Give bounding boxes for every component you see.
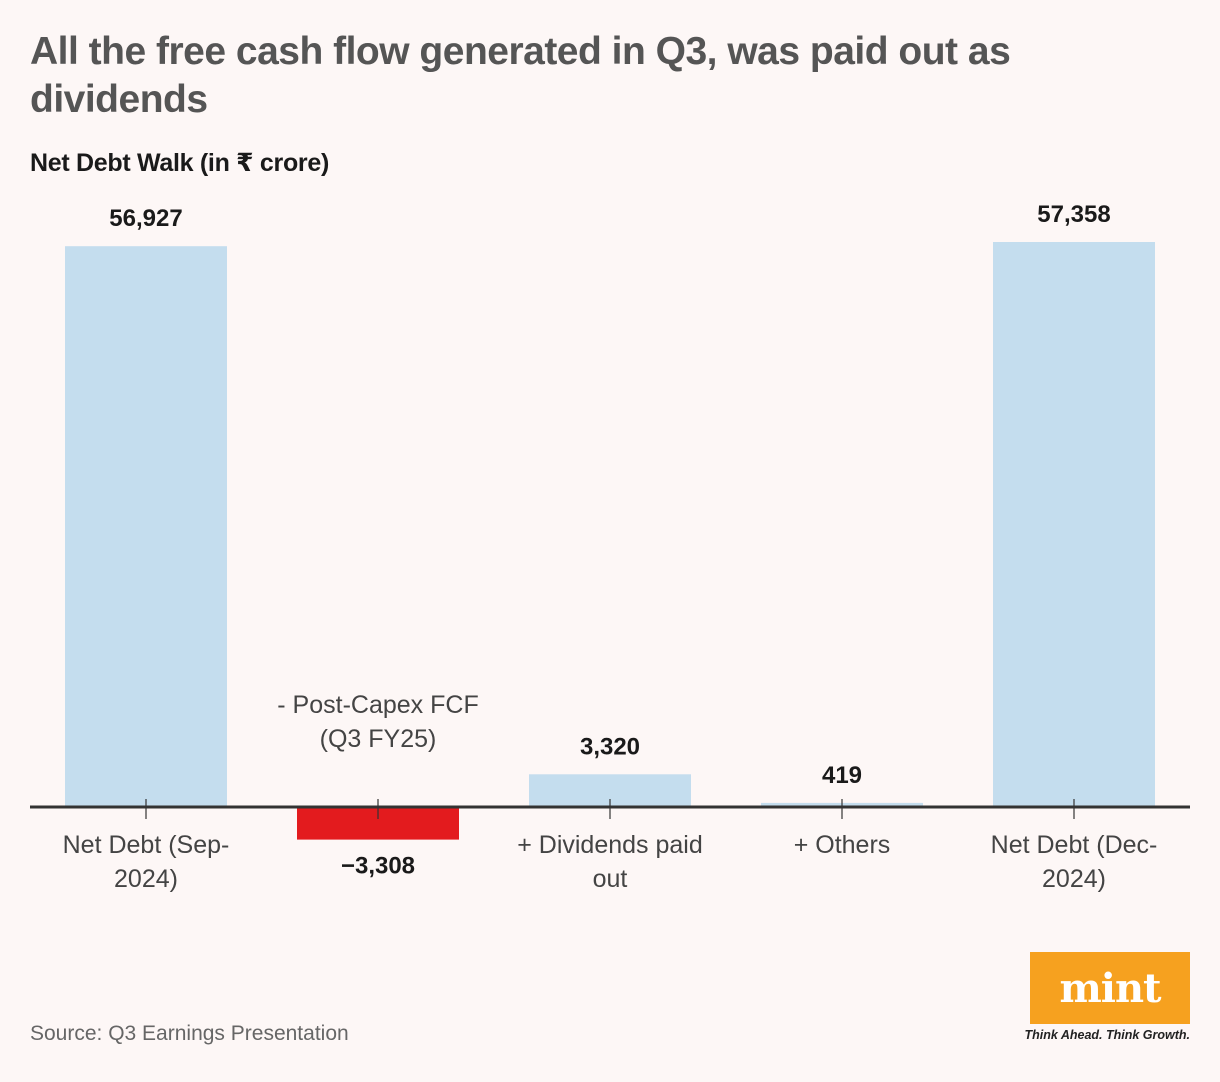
category-label-others: + Others — [794, 831, 891, 859]
category-label-line: - Post-Capex FCF — [277, 691, 478, 719]
chart-title: All the free cash flow generated in Q3, … — [30, 30, 1011, 121]
category-label-post-capex-fcf-q3-fy25: - Post-Capex FCF (Q3 FY25) — [277, 691, 478, 753]
category-label-net-debt-dec-2024: Net Debt (Dec- 2024) — [991, 831, 1158, 893]
x-axis-ticks-group — [145, 799, 1075, 819]
bar-net-debt-dec-2024 — [993, 242, 1155, 807]
value-label-dividends-paid-out: 3,320 — [580, 733, 640, 760]
category-label-line: (Q3 FY25) — [320, 725, 437, 753]
category-label-line: 2024) — [1042, 865, 1106, 893]
mint-logo: mint — [1030, 952, 1190, 1024]
category-label-net-debt-sep-2024: Net Debt (Sep- 2024) — [63, 831, 230, 893]
category-label-line: + Others — [794, 831, 891, 859]
value-label-post-capex-fcf-q3-fy25: −3,308 — [341, 853, 415, 880]
bars-group — [65, 242, 1155, 840]
category-label-line: 2024) — [114, 865, 178, 893]
mint-logo-text: mint — [1059, 964, 1161, 1012]
value-label-net-debt-sep-2024: 56,927 — [109, 205, 182, 232]
source-note: Source: Q3 Earnings Presentation — [30, 1022, 349, 1045]
value-labels-group: 56,927 −3,308 3,320 419 57,358 — [109, 201, 1110, 880]
category-label-line: out — [593, 865, 628, 893]
chart-subtitle: Net Debt Walk (in ₹ crore) — [30, 149, 329, 177]
category-label-line: Net Debt (Sep- — [63, 831, 230, 859]
bar-net-debt-sep-2024 — [65, 246, 227, 807]
category-label-dividends-paid-out: + Dividends paid out — [517, 831, 703, 893]
category-label-line: Net Debt (Dec- — [991, 831, 1158, 859]
value-label-others: 419 — [822, 762, 862, 789]
category-labels-group: Net Debt (Sep- 2024) - Post-Capex FCF (Q3 F… — [63, 691, 1158, 893]
category-label-line: + Dividends paid — [517, 831, 703, 859]
value-label-net-debt-dec-2024: 57,358 — [1037, 201, 1110, 228]
brand-tagline: Think Ahead. Think Growth. — [1024, 1028, 1190, 1042]
